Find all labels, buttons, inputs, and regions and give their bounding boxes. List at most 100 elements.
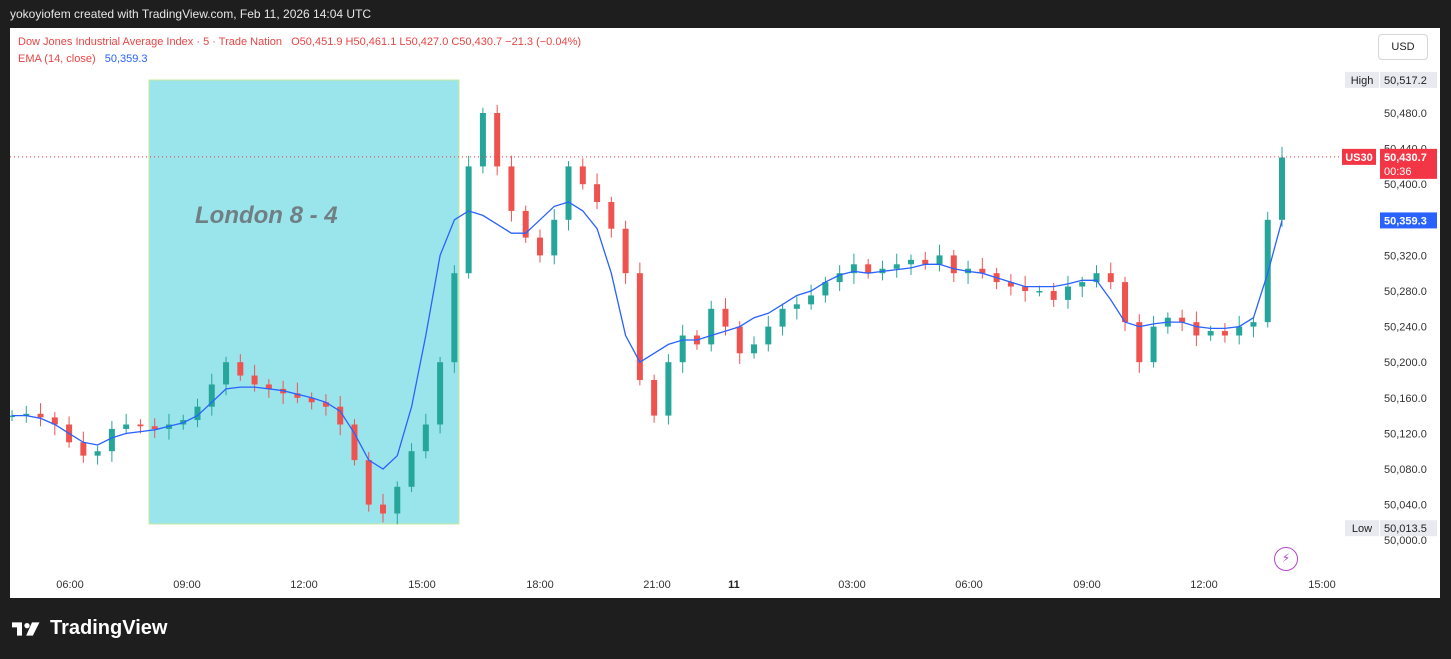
candle-body[interactable] — [779, 308, 786, 327]
candle-body[interactable] — [1107, 273, 1114, 283]
time-tick-label: 11 — [728, 579, 740, 591]
candle-body[interactable] — [608, 202, 615, 229]
candle-body[interactable] — [380, 504, 387, 514]
candle-body[interactable] — [536, 237, 543, 256]
candle-body[interactable] — [408, 451, 415, 487]
candle-body[interactable] — [422, 424, 429, 452]
candle-body[interactable] — [1250, 322, 1257, 327]
candle-body[interactable] — [1007, 282, 1014, 287]
candle-body[interactable] — [322, 402, 329, 407]
price-tick-label: 50,280.0 — [1384, 286, 1427, 298]
lightning-icon[interactable]: ⚡ — [1274, 547, 1298, 571]
candle-body[interactable] — [636, 273, 643, 380]
candle-body[interactable] — [123, 424, 130, 429]
candle-body[interactable] — [308, 397, 315, 403]
candle-body[interactable] — [51, 417, 58, 425]
candle-body[interactable] — [622, 228, 629, 274]
legend-ema[interactable]: EMA (14, close) 50,359.3 — [18, 53, 148, 65]
candle-body[interactable] — [679, 335, 686, 363]
candle-body[interactable] — [907, 259, 914, 265]
session-label: London 8 - 4 — [195, 202, 338, 229]
candle-body[interactable] — [80, 442, 87, 456]
candle-body[interactable] — [893, 264, 900, 269]
candle-body[interactable] — [850, 264, 857, 274]
candle-body[interactable] — [394, 486, 401, 514]
price-tick-label: 50,240.0 — [1384, 322, 1427, 334]
candle-body[interactable] — [1150, 326, 1157, 363]
candle-body[interactable] — [194, 406, 201, 421]
candle-body[interactable] — [765, 326, 772, 345]
candle-body[interactable] — [722, 308, 729, 327]
candle-body[interactable] — [465, 166, 472, 274]
candle-body[interactable] — [836, 273, 843, 283]
candle-body[interactable] — [708, 308, 715, 345]
candle-body[interactable] — [808, 295, 815, 305]
candle-body[interactable] — [1193, 322, 1200, 336]
candle-body[interactable] — [822, 282, 829, 296]
candle-body[interactable] — [94, 451, 101, 456]
candle-body[interactable] — [1236, 326, 1243, 336]
candle-body[interactable] — [865, 264, 872, 274]
price-chart[interactable]: London 8 - 4 50,480.050,440.050,400.050,… — [10, 28, 1440, 598]
candle-body[interactable] — [37, 413, 44, 418]
candle-body[interactable] — [437, 362, 444, 425]
candle-body[interactable] — [736, 326, 743, 354]
candle-body[interactable] — [208, 384, 215, 407]
candle-body[interactable] — [494, 113, 501, 167]
tradingview-brand[interactable]: TradingView — [12, 617, 167, 640]
candle-body[interactable] — [1079, 282, 1086, 287]
candle-body[interactable] — [479, 113, 486, 167]
time-tick-label: 06:00 — [56, 579, 84, 591]
candle-body[interactable] — [10, 415, 15, 418]
candle-body[interactable] — [337, 406, 344, 425]
candle-body[interactable] — [1022, 286, 1029, 291]
candle-body[interactable] — [665, 362, 672, 416]
candle-body[interactable] — [1279, 157, 1285, 220]
candle-body[interactable] — [1064, 286, 1071, 300]
session-box[interactable] — [148, 79, 460, 525]
candle-body[interactable] — [579, 166, 586, 185]
ema-line[interactable] — [12, 201, 1283, 470]
candle-body[interactable] — [223, 362, 230, 385]
symbol-name[interactable]: Dow Jones Industrial Average Index · 5 ·… — [18, 36, 282, 48]
candle-body[interactable] — [137, 424, 144, 427]
candle-body[interactable] — [565, 166, 572, 220]
candle-body[interactable] — [751, 344, 758, 354]
time-tick-label: 21:00 — [643, 579, 671, 591]
candle-body[interactable] — [1136, 322, 1143, 363]
candle-body[interactable] — [351, 424, 358, 461]
candle-body[interactable] — [365, 460, 372, 505]
candle-body[interactable] — [151, 426, 158, 429]
candle-body[interactable] — [1122, 282, 1129, 323]
candle-body[interactable] — [594, 184, 601, 202]
candle-body[interactable] — [265, 384, 272, 389]
candle-body[interactable] — [936, 255, 943, 265]
candle-body[interactable] — [294, 393, 301, 398]
candle-body[interactable] — [23, 413, 30, 416]
candle-body[interactable] — [793, 304, 800, 309]
candle-body[interactable] — [1036, 291, 1043, 293]
candle-body[interactable] — [108, 428, 115, 452]
candle-body[interactable] — [979, 268, 986, 274]
candle-body[interactable] — [1179, 317, 1186, 323]
time-tick-label: 06:00 — [955, 579, 983, 591]
candle-body[interactable] — [237, 362, 244, 376]
candle-body[interactable] — [1050, 291, 1057, 300]
candle-body[interactable] — [508, 166, 515, 211]
candle-body[interactable] — [551, 219, 558, 256]
time-tick-label: 12:00 — [290, 579, 318, 591]
chart-pane[interactable]: London 8 - 4 50,480.050,440.050,400.050,… — [10, 28, 1440, 598]
candle-body[interactable] — [1221, 331, 1228, 336]
candle-body[interactable] — [922, 259, 929, 265]
candle-body[interactable] — [651, 380, 658, 416]
candle-body[interactable] — [1207, 331, 1214, 336]
currency-button[interactable]: USD — [1378, 34, 1428, 60]
candle-body[interactable] — [1093, 273, 1100, 283]
ohlc-values: O50,451.9 H50,461.1 L50,427.0 C50,430.7 … — [291, 36, 582, 48]
price-tick-label: 50,120.0 — [1384, 428, 1427, 440]
candle-body[interactable] — [451, 273, 458, 363]
candle-body[interactable] — [251, 375, 258, 385]
candle-body[interactable] — [950, 255, 957, 274]
candle-body[interactable] — [522, 210, 529, 238]
low-price-label: Low — [1352, 523, 1372, 535]
